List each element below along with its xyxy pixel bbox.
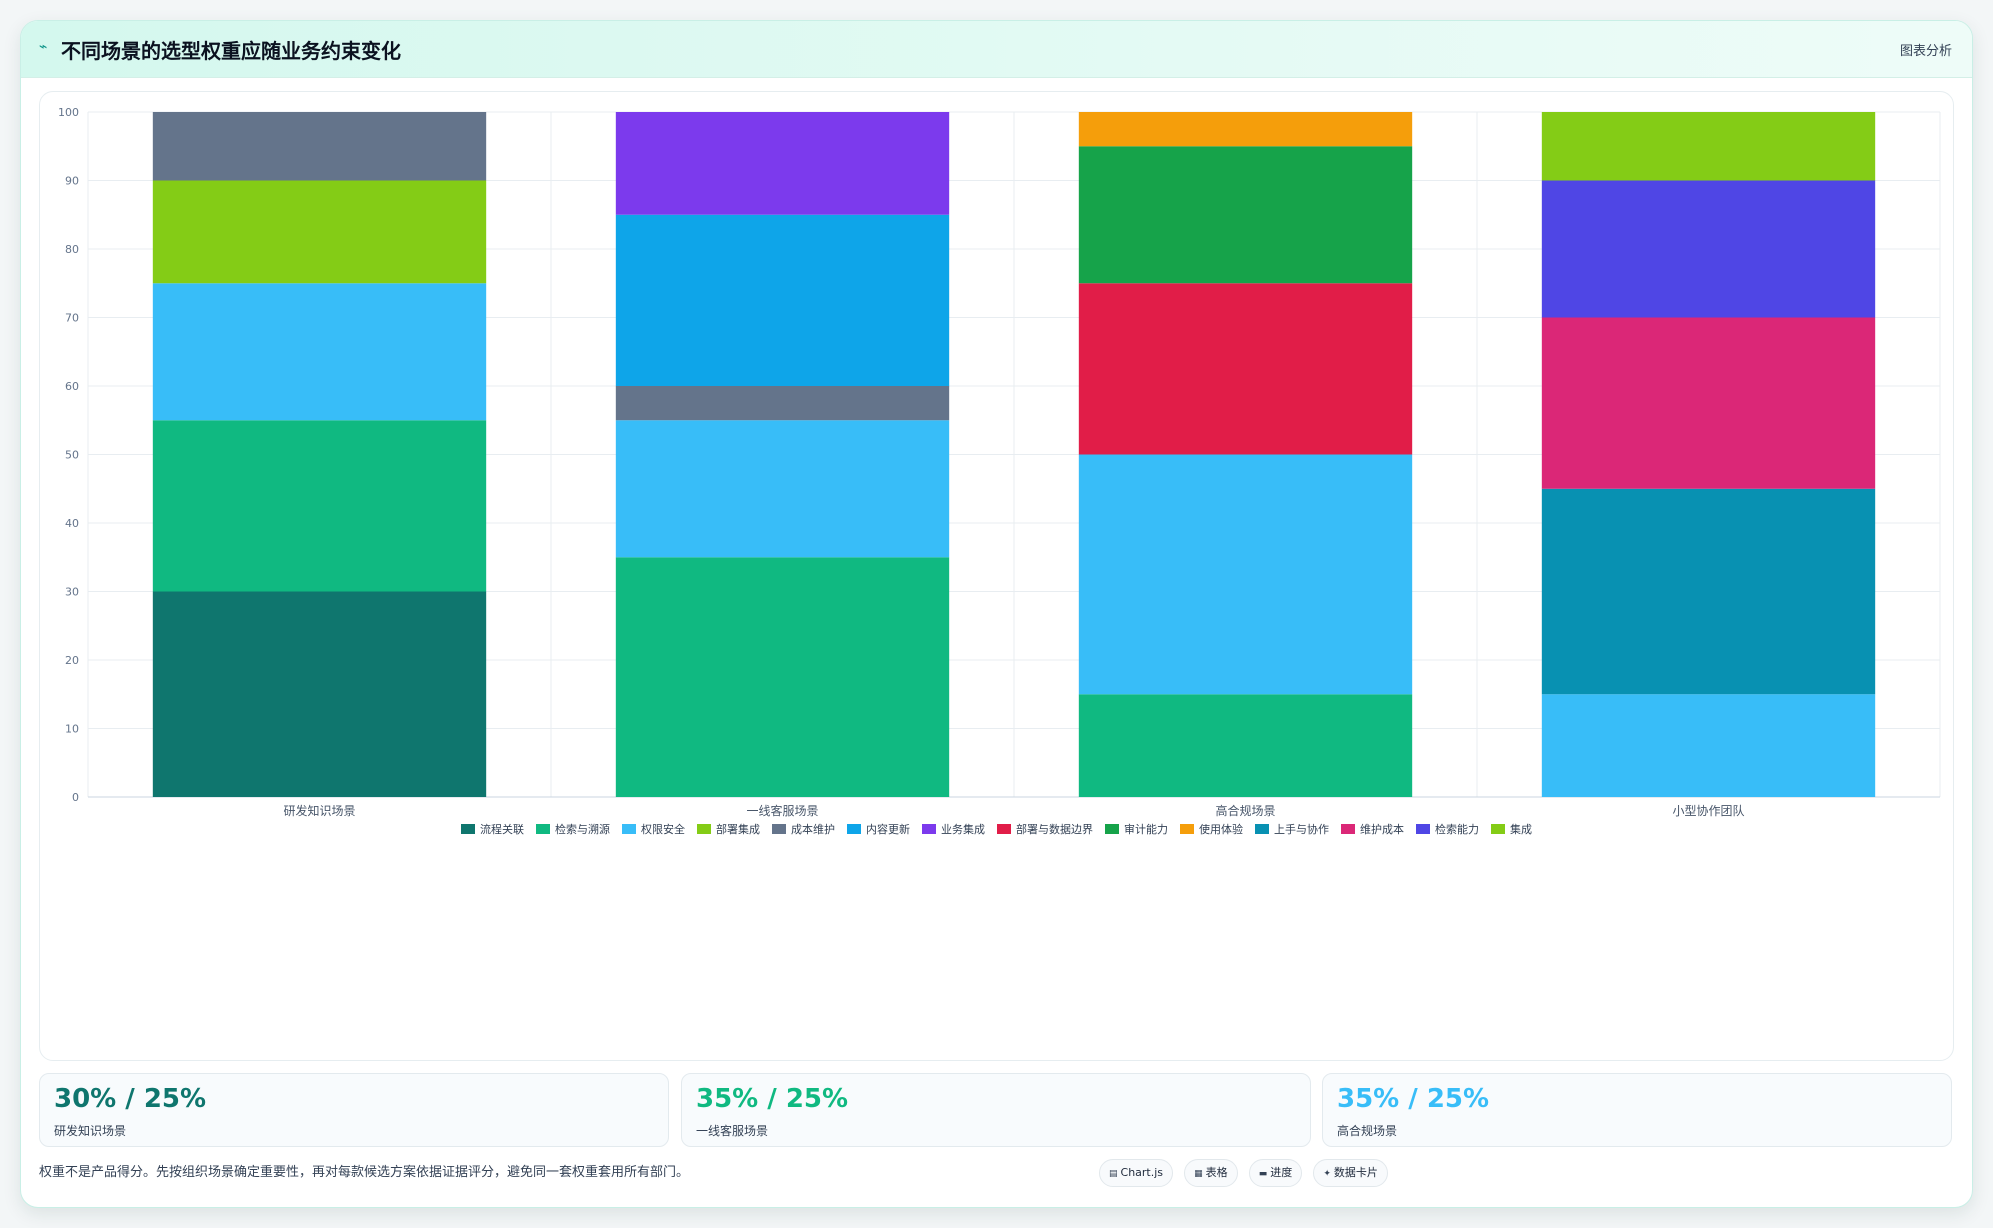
bar-segment bbox=[615, 557, 950, 797]
legend-label[interactable]: 维护成本 bbox=[1360, 822, 1404, 836]
y-tick-label: 50 bbox=[65, 449, 79, 462]
bar-segment bbox=[615, 386, 950, 421]
legend-swatch bbox=[1105, 824, 1119, 834]
chip-table[interactable]: ▦ 表格 bbox=[1184, 1159, 1238, 1187]
stat-value: 35% / 25% bbox=[696, 1084, 849, 1114]
chip-label: 进度 bbox=[1270, 1166, 1293, 1179]
card-header: ⌁ 不同场景的选型权重应随业务约束变化 图表分析 bbox=[21, 21, 1972, 78]
bar-segment bbox=[1541, 180, 1876, 318]
y-tick-label: 70 bbox=[65, 312, 79, 325]
bar-segment bbox=[1541, 694, 1876, 797]
chip-chartjs[interactable]: ▤ Chart.js bbox=[1099, 1159, 1174, 1187]
bar-segment bbox=[1078, 112, 1413, 147]
legend-swatch bbox=[1416, 824, 1430, 834]
bar-segment bbox=[152, 420, 487, 592]
chart-logo-icon: ⌁ bbox=[39, 39, 48, 55]
chart-card: ⌁ 不同场景的选型权重应随业务约束变化 图表分析 0 10 20 30 40 50 60 70… bbox=[20, 20, 1973, 1208]
y-tick-label: 60 bbox=[65, 380, 79, 393]
bar-segment bbox=[615, 112, 950, 215]
legend-swatch bbox=[922, 824, 936, 834]
chart-legend: 流程关联 检索与溯源 权限安全 部署集成 成本维护 内容更新 业务集成 部署与数据边界 审计能力… bbox=[461, 822, 1532, 836]
stat-card: 35% / 25% 一线客服场景 bbox=[681, 1073, 1311, 1147]
x-tick-label: 高合规场景 bbox=[1215, 803, 1275, 818]
chip-progress[interactable]: ▬ 进度 bbox=[1248, 1159, 1303, 1187]
card-icon: ✦ bbox=[1323, 1169, 1331, 1179]
x-tick-label: 小型协作团队 bbox=[1672, 803, 1744, 818]
footer-note: 权重不是产品得分。先按组织场景确定重要性，再对每款候选方案依据证据评分，避免同一… bbox=[39, 1165, 690, 1180]
chip-data-card[interactable]: ✦ 数据卡片 bbox=[1313, 1159, 1388, 1187]
x-tick-label: 一线客服场景 bbox=[746, 803, 818, 818]
bar-segment bbox=[1541, 317, 1876, 489]
legend-label[interactable]: 上手与协作 bbox=[1274, 822, 1329, 836]
analysis-tag: 图表分析 bbox=[1899, 44, 1952, 59]
y-tick-label: 90 bbox=[65, 175, 79, 188]
legend-swatch bbox=[697, 824, 711, 834]
chip-label: 数据卡片 bbox=[1333, 1166, 1378, 1179]
legend-swatch bbox=[536, 824, 550, 834]
legend-label[interactable]: 成本维护 bbox=[791, 822, 835, 836]
bar-segment bbox=[615, 420, 950, 558]
y-tick-label: 0 bbox=[72, 791, 79, 804]
chart-area: 0 10 20 30 40 50 60 70 80 90 100 研发知识场景 一线客服场景 高合规场景 小… bbox=[39, 91, 1954, 1061]
legend-label[interactable]: 集成 bbox=[1510, 822, 1532, 836]
bar-segment bbox=[1541, 488, 1876, 695]
bar-segment bbox=[152, 112, 487, 181]
bar-segment bbox=[615, 214, 950, 386]
bar-segment bbox=[152, 283, 487, 421]
progress-icon: ▬ bbox=[1258, 1169, 1268, 1179]
y-tick-label: 100 bbox=[58, 106, 79, 119]
stat-cards: 30% / 25% 研发知识场景 35% / 25% 一线客服场景 35% / … bbox=[39, 1073, 1952, 1147]
legend-label[interactable]: 使用体验 bbox=[1199, 822, 1243, 836]
legend-label[interactable]: 检索能力 bbox=[1435, 822, 1479, 836]
chart-icon: ▤ bbox=[1109, 1169, 1118, 1179]
chip-label: 表格 bbox=[1205, 1166, 1228, 1179]
table-icon: ▦ bbox=[1194, 1169, 1203, 1179]
x-tick-label: 研发知识场景 bbox=[283, 803, 355, 818]
stat-card: 30% / 25% 研发知识场景 bbox=[39, 1073, 669, 1147]
feature-chips: ▤ Chart.js ▦ 表格 ▬ 进度 ✦ 数据卡片 bbox=[1099, 1159, 1394, 1189]
legend-swatch bbox=[1255, 824, 1269, 834]
stat-label: 高合规场景 bbox=[1337, 1124, 1398, 1138]
stat-label: 研发知识场景 bbox=[54, 1124, 127, 1138]
stat-value: 35% / 25% bbox=[1337, 1084, 1490, 1114]
legend-swatch bbox=[772, 824, 786, 834]
legend-label[interactable]: 权限安全 bbox=[641, 822, 685, 836]
legend-label[interactable]: 内容更新 bbox=[866, 822, 910, 836]
bar-segment bbox=[1078, 694, 1413, 797]
bar-segment bbox=[152, 591, 487, 797]
y-tick-label: 30 bbox=[65, 586, 79, 599]
y-tick-label: 10 bbox=[65, 723, 79, 736]
legend-swatch bbox=[461, 824, 475, 834]
stat-value: 30% / 25% bbox=[54, 1084, 207, 1114]
stat-card: 35% / 25% 高合规场景 bbox=[1322, 1073, 1952, 1147]
y-tick-label: 40 bbox=[65, 517, 79, 530]
legend-label[interactable]: 部署集成 bbox=[716, 822, 760, 836]
y-tick-label: 80 bbox=[65, 243, 79, 256]
legend-swatch bbox=[1341, 824, 1355, 834]
legend-label[interactable]: 流程关联 bbox=[480, 822, 524, 836]
bar-segment bbox=[1078, 283, 1413, 455]
legend-label[interactable]: 审计能力 bbox=[1124, 822, 1168, 836]
stacked-bar-chart: 0 10 20 30 40 50 60 70 80 90 100 研发知识场景 一线客服场景 高合规场景 小… bbox=[58, 106, 1941, 836]
legend-swatch bbox=[1180, 824, 1194, 834]
legend-swatch bbox=[1491, 824, 1505, 834]
legend-swatch bbox=[997, 824, 1011, 834]
bar-segment bbox=[152, 180, 487, 284]
y-tick-label: 20 bbox=[65, 654, 79, 667]
stat-label: 一线客服场景 bbox=[696, 1124, 769, 1138]
legend-swatch bbox=[622, 824, 636, 834]
bar-segment bbox=[1541, 112, 1876, 181]
bar-segment bbox=[1078, 146, 1413, 284]
legend-label[interactable]: 部署与数据边界 bbox=[1016, 822, 1093, 836]
legend-label[interactable]: 检索与溯源 bbox=[555, 822, 610, 836]
chip-label: Chart.js bbox=[1120, 1166, 1164, 1179]
legend-swatch bbox=[847, 824, 861, 834]
bar-segment bbox=[1078, 454, 1413, 695]
page-title: 不同场景的选型权重应随业务约束变化 bbox=[61, 39, 401, 63]
legend-label[interactable]: 业务集成 bbox=[941, 822, 985, 836]
